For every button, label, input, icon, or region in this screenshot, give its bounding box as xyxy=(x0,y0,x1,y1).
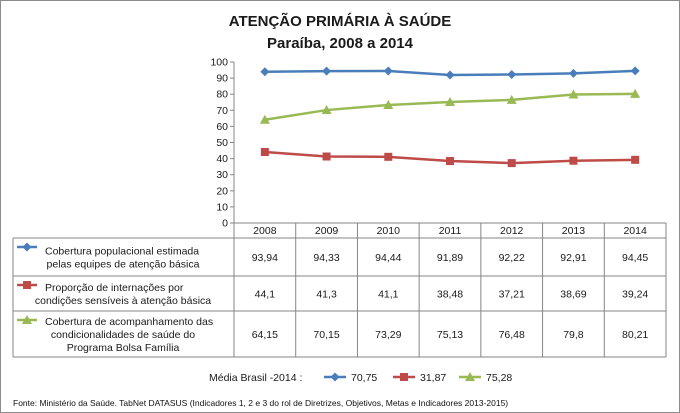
data-label: 92,91 xyxy=(560,252,586,264)
data-label: 92,22 xyxy=(499,252,525,264)
data-label: 38,48 xyxy=(437,289,463,301)
series-2-point xyxy=(322,152,331,161)
legend-label: Programa Bolsa Família xyxy=(67,342,180,354)
series-3-point xyxy=(321,105,332,115)
brazil-mean-value: 31,87 xyxy=(420,372,446,384)
data-label: 93,94 xyxy=(252,252,278,264)
x-tick-label: 2008 xyxy=(253,225,277,237)
data-label: 37,21 xyxy=(499,289,525,301)
series-2-point xyxy=(507,159,516,168)
legend-label: pelas equipes de atenção básica xyxy=(47,259,200,271)
series-1-point xyxy=(445,70,455,80)
y-tick-label: 20 xyxy=(216,185,228,197)
series-3-point xyxy=(630,88,641,98)
series-2-point xyxy=(631,155,640,164)
series-2-point xyxy=(384,152,393,161)
series-1-point xyxy=(507,70,517,80)
brazil-mean-key-marker-2 xyxy=(400,373,408,381)
x-tick-label: 2011 xyxy=(439,225,462,237)
x-tick-label: 2012 xyxy=(500,225,524,237)
legend-marker-1 xyxy=(22,242,32,252)
series-1-point xyxy=(568,68,578,78)
data-label: 75,13 xyxy=(437,329,463,341)
legend-label: condições sensíveis à atenção básica xyxy=(35,295,211,307)
data-label: 79,8 xyxy=(563,329,584,341)
series-1-point xyxy=(260,67,270,77)
series-1-point xyxy=(383,66,393,76)
y-tick-label: 90 xyxy=(216,73,228,85)
y-tick-label: 60 xyxy=(216,121,228,133)
series-1-point xyxy=(322,66,332,76)
source-note: Fonte: Ministério da Saúde. TabNet DATAS… xyxy=(13,398,509,408)
data-label: 41,3 xyxy=(316,289,337,301)
y-tick-label: 10 xyxy=(216,201,228,213)
x-tick-label: 2013 xyxy=(562,225,586,237)
y-tick-label: 80 xyxy=(216,89,228,101)
y-tick-label: 0 xyxy=(222,218,228,230)
x-tick-label: 2010 xyxy=(377,225,401,237)
series-3-point xyxy=(259,114,270,124)
data-label: 70,15 xyxy=(313,329,339,341)
series-3-point xyxy=(383,100,394,110)
legend-marker-3 xyxy=(22,315,32,324)
y-tick-label: 40 xyxy=(216,153,228,165)
y-tick-label: 100 xyxy=(210,57,228,69)
brazil-mean-key-marker-1 xyxy=(330,372,340,382)
data-label: 94,33 xyxy=(313,252,339,264)
series-3-point xyxy=(506,94,517,104)
data-label: 91,89 xyxy=(437,252,463,264)
brazil-mean-key-marker-3 xyxy=(465,372,475,381)
data-label: 41,1 xyxy=(378,289,399,301)
data-label: 64,15 xyxy=(252,329,278,341)
brazil-mean-label: Média Brasil -2014 : xyxy=(209,372,302,384)
y-tick-label: 50 xyxy=(216,137,228,149)
legend-marker-2 xyxy=(23,281,31,289)
legend-label: Cobertura populacional estimada xyxy=(45,246,199,258)
data-label: 80,21 xyxy=(622,329,648,341)
data-label: 76,48 xyxy=(499,329,525,341)
series-1-point xyxy=(630,66,640,76)
series-2-point xyxy=(569,156,578,165)
data-label: 44,1 xyxy=(255,289,276,301)
data-label: 39,24 xyxy=(622,289,648,301)
data-label: 94,44 xyxy=(375,252,401,264)
chart-subtitle: Paraíba, 2008 a 2014 xyxy=(267,35,413,52)
legend-label: Cobertura de acompanhamento das xyxy=(45,316,213,328)
chart-title: ATENÇÃO PRIMÁRIA À SAÚDE xyxy=(228,13,452,30)
y-tick-label: 30 xyxy=(216,169,228,181)
brazil-mean-value: 70,75 xyxy=(351,372,377,384)
series-2-point xyxy=(446,157,454,166)
brazil-mean-value: 75,28 xyxy=(486,372,512,384)
data-label: 73,29 xyxy=(375,329,401,341)
x-tick-label: 2009 xyxy=(315,225,339,237)
y-tick-label: 70 xyxy=(216,105,228,117)
series-3-point xyxy=(445,97,455,107)
x-tick-label: 2014 xyxy=(623,225,647,237)
data-label: 94,45 xyxy=(622,252,648,264)
series-3-point xyxy=(568,89,579,99)
series-2-point xyxy=(260,147,269,156)
legend-label: condicionalidades de saúde do xyxy=(51,329,195,341)
data-label: 38,69 xyxy=(560,289,586,301)
legend-label: Proporção de internações por xyxy=(45,282,184,294)
